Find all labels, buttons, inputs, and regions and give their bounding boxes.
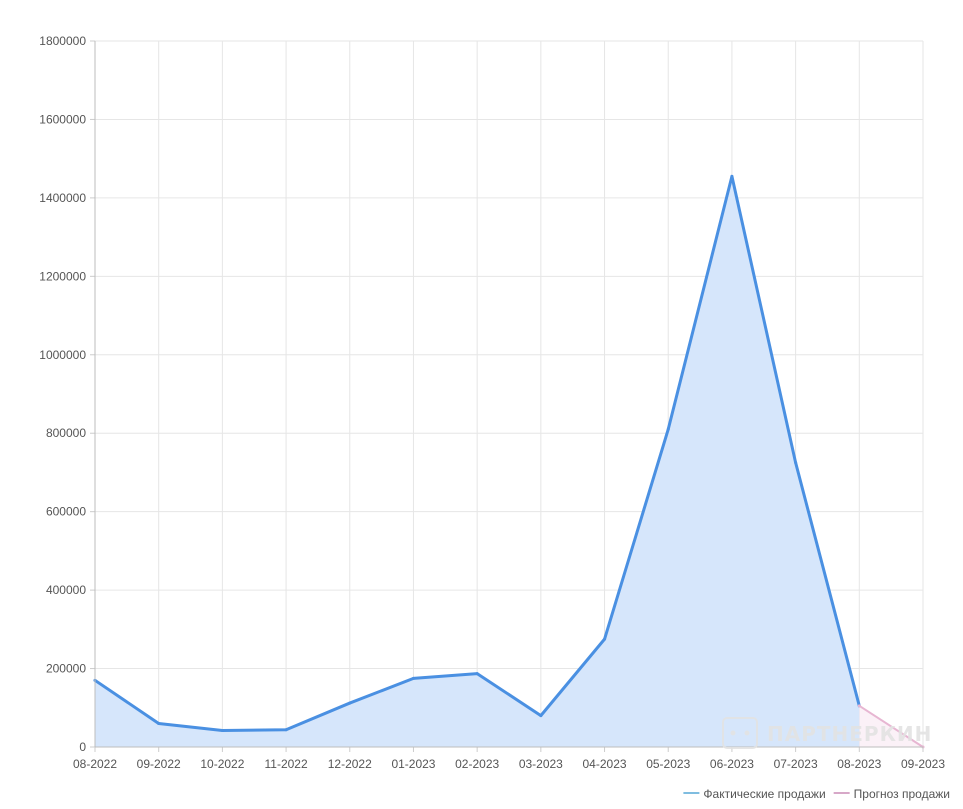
x-tick-label: 08-2023 [837, 757, 881, 771]
y-tick-label: 1600000 [39, 112, 86, 126]
series-area [95, 176, 860, 747]
y-tick-label: 0 [79, 740, 86, 754]
tick-labels: 0 200000 400000 600000 800000 1000000 1200000 1… [39, 34, 945, 771]
data-point [411, 676, 415, 680]
data-point [857, 704, 861, 708]
data-point [794, 461, 798, 465]
watermark-chat-icon [722, 717, 758, 749]
y-tick-label: 800000 [46, 426, 86, 440]
watermark-chat-icon-dot [730, 730, 736, 736]
legend-label: Прогноз продажи [854, 787, 950, 801]
y-tick-label: 1000000 [39, 348, 86, 362]
data-point [666, 427, 670, 431]
y-tick-label: 1400000 [39, 191, 86, 205]
data-point [220, 729, 224, 733]
watermark-chat-icon-dot [744, 730, 750, 736]
series-line [858, 704, 924, 748]
x-tick-label: 01-2023 [391, 757, 435, 771]
legend: Фактические продажи Прогноз продажи [683, 787, 950, 801]
watermark-text: ПАРТНЕРКИН [767, 722, 932, 746]
y-tick-label: 200000 [46, 662, 86, 676]
data-point [284, 728, 288, 732]
series-2 [857, 704, 925, 749]
y-tick-label: 600000 [46, 505, 86, 519]
x-tick-label: 12-2022 [328, 757, 372, 771]
x-tick-label: 02-2023 [455, 757, 499, 771]
legend-label: Фактические продажи [703, 787, 825, 801]
data-point [475, 672, 479, 676]
axes [90, 40, 924, 752]
y-tick-label: 1800000 [39, 34, 86, 48]
data-point [603, 637, 607, 641]
x-tick-label: 10-2022 [200, 757, 244, 771]
data-point [348, 701, 352, 705]
x-tick-label: 05-2023 [646, 757, 690, 771]
data-point [157, 721, 161, 725]
x-tick-label: 09-2022 [137, 757, 181, 771]
data-point [539, 714, 543, 718]
watermark: ПАРТНЕРКИН [722, 717, 932, 749]
x-tick-label: 06-2023 [710, 757, 754, 771]
y-tick-label: 1200000 [39, 269, 86, 283]
x-tick-label: 07-2023 [774, 757, 818, 771]
x-tick-label: 04-2023 [583, 757, 627, 771]
x-tick-label: 09-2023 [901, 757, 945, 771]
x-tick-label: 11-2022 [264, 757, 307, 771]
y-tick-label: 400000 [46, 583, 86, 597]
x-tick-label: 08-2022 [73, 757, 117, 771]
x-tick-label: 03-2023 [519, 757, 563, 771]
data-point [730, 174, 734, 178]
series-layer [93, 174, 925, 749]
